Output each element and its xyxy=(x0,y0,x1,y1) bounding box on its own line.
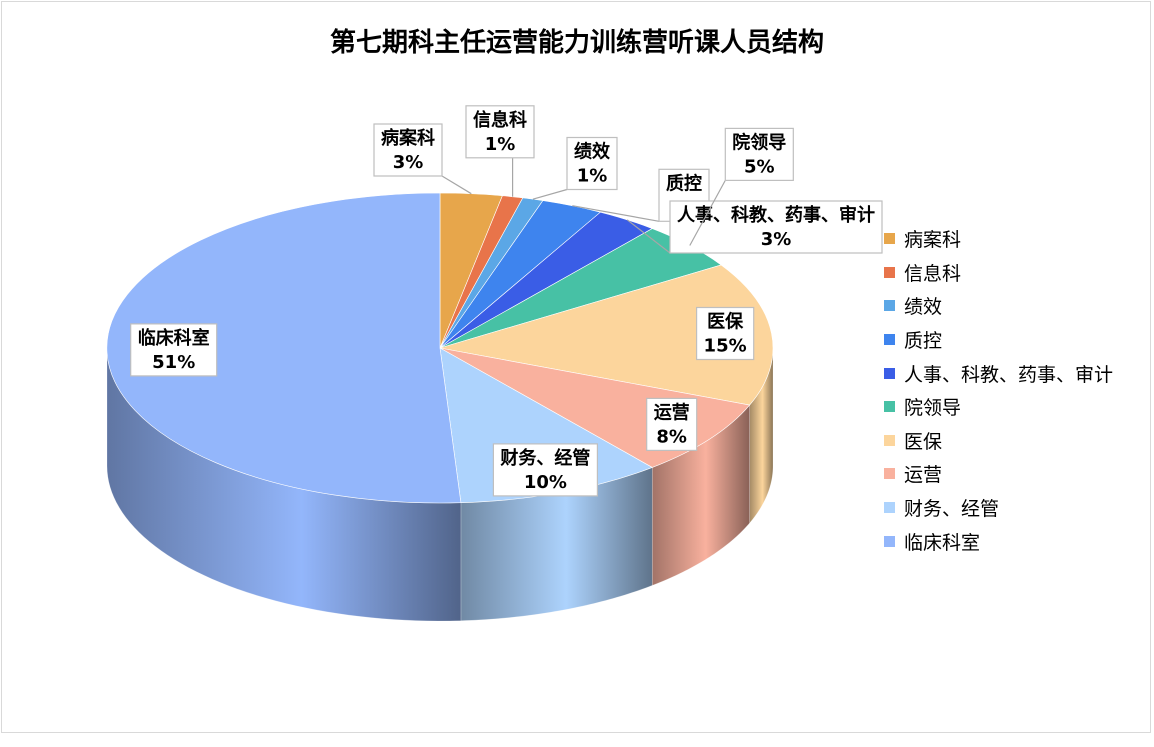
legend-swatch xyxy=(884,233,895,245)
legend-item-质控: 质控 xyxy=(884,323,1113,357)
legend-swatch xyxy=(884,367,895,379)
data-label-box-绩效 xyxy=(566,136,618,191)
leader-line-院领导 xyxy=(689,180,726,246)
legend-label: 病案科 xyxy=(904,229,962,252)
legend-item-人事、科教、药事、审计: 人事、科教、药事、审计 xyxy=(884,356,1113,390)
data-label-value-院领导: 5% xyxy=(744,156,775,177)
legend-label: 财务、经管 xyxy=(904,498,1000,521)
legend: 病案科信息科绩效质控人事、科教、药事、审计 院领导医保运营财务、经管临床科室 xyxy=(884,222,1113,558)
data-label-value-人事、科教、药事、审计: 3% xyxy=(761,229,792,250)
leader-line-质控 xyxy=(572,205,660,222)
legend-label: 绩效 xyxy=(904,296,943,319)
legend-item-信息科: 信息科 xyxy=(884,256,1113,290)
data-label-value-财务、经管: 10% xyxy=(524,472,567,493)
legend-swatch xyxy=(884,300,895,312)
legend-swatch xyxy=(884,434,895,446)
legend-label: 运营 xyxy=(904,464,943,487)
legend-label: 人事、科教、药事、审计 xyxy=(904,363,1114,386)
legend-swatch xyxy=(884,334,895,346)
data-label-name-财务、经管: 财务、经管 xyxy=(500,447,590,469)
pie-slice-医保 xyxy=(439,264,774,406)
data-label-name-院领导: 院领导 xyxy=(732,131,786,153)
leader-line-病案科 xyxy=(441,175,472,195)
data-label-name-医保: 医保 xyxy=(707,311,744,333)
legend-item-绩效: 绩效 xyxy=(884,289,1113,323)
data-label-value-医保: 15% xyxy=(704,336,747,357)
data-label-value-病案科: 3% xyxy=(393,152,424,173)
legend-swatch xyxy=(884,468,895,480)
chart-title: 第七期科主任运营能力训练营听课人员结构 xyxy=(329,28,824,58)
data-label-name-绩效: 绩效 xyxy=(574,141,611,163)
leader-line-人事、科教、药事、审计 xyxy=(626,219,671,254)
data-label-name-病案科: 病案科 xyxy=(381,127,435,149)
data-label-name-质控: 质控 xyxy=(666,172,702,194)
legend-swatch xyxy=(884,535,895,547)
data-label-box-院领导 xyxy=(724,127,794,181)
data-label-box-病案科 xyxy=(373,123,443,177)
legend-swatch xyxy=(884,266,895,278)
legend-item-院领导: 院领导 xyxy=(884,390,1113,424)
leader-line-绩效 xyxy=(532,188,568,200)
data-label-value-信息科: 1% xyxy=(485,134,516,155)
legend-swatch xyxy=(884,401,895,413)
data-label-box-信息科 xyxy=(465,105,535,159)
data-label-value-绩效: 1% xyxy=(577,166,608,187)
legend-label: 信息科 xyxy=(904,262,962,285)
legend-item-财务、经管: 财务、经管 xyxy=(884,491,1113,525)
legend-item-医保: 医保 xyxy=(884,424,1113,458)
data-label-value-临床科室: 51% xyxy=(152,352,195,373)
data-label-name-信息科: 信息科 xyxy=(473,109,527,131)
legend-label: 医保 xyxy=(904,430,943,453)
data-label-box-财务、经管 xyxy=(492,443,598,497)
legend-item-临床科室: 临床科室 xyxy=(884,524,1113,558)
data-label-box-人事、科教、药事、审计 xyxy=(669,200,883,254)
data-label-box-运营 xyxy=(646,397,698,451)
pie-slice-临床科室 xyxy=(106,192,462,504)
legend-label: 质控 xyxy=(904,330,943,353)
data-label-box-临床科室 xyxy=(130,323,218,377)
legend-label: 院领导 xyxy=(904,397,962,420)
legend-label: 临床科室 xyxy=(904,531,981,554)
legend-item-运营: 运营 xyxy=(884,457,1113,491)
data-label-name-运营: 运营 xyxy=(654,401,690,423)
legend-item-病案科: 病案科 xyxy=(884,222,1113,256)
data-label-value-运营: 8% xyxy=(656,426,687,447)
data-label-name-人事、科教、药事、审计: 人事、科教、药事、审计 xyxy=(677,204,875,226)
data-label-name-临床科室: 临床科室 xyxy=(138,327,210,349)
legend-swatch xyxy=(884,502,895,514)
data-label-box-医保 xyxy=(695,306,755,361)
